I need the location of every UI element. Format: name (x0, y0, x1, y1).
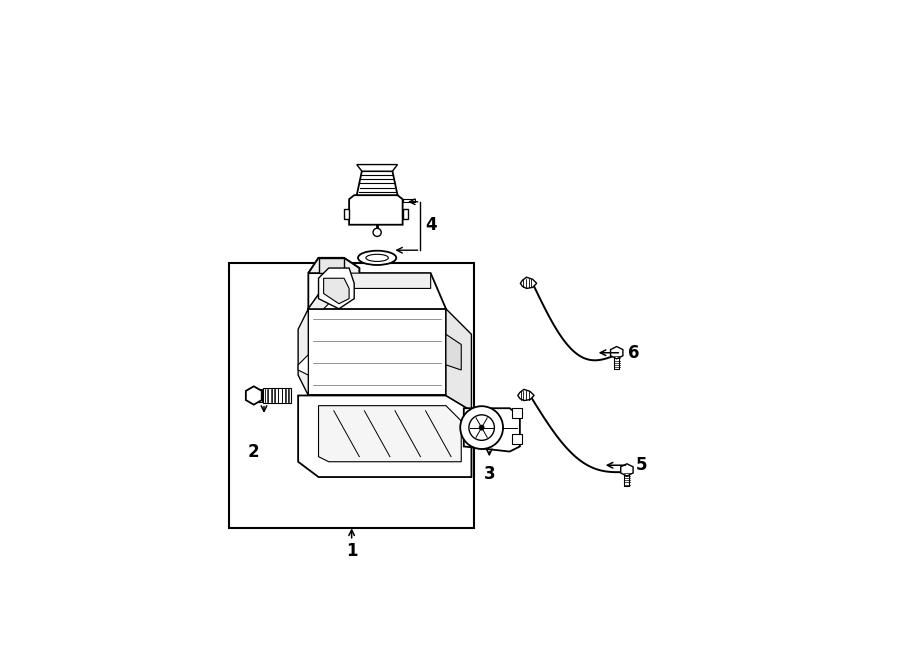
Polygon shape (518, 389, 534, 401)
Polygon shape (319, 268, 355, 308)
Polygon shape (309, 273, 431, 308)
Polygon shape (621, 464, 633, 476)
Polygon shape (298, 395, 472, 477)
Text: 3: 3 (483, 465, 495, 483)
Text: 5: 5 (635, 456, 647, 474)
Circle shape (469, 415, 494, 440)
Polygon shape (309, 258, 359, 283)
Circle shape (479, 425, 484, 430)
Bar (230, 263, 474, 528)
Polygon shape (319, 406, 461, 462)
Polygon shape (520, 277, 536, 289)
Polygon shape (512, 408, 522, 418)
Polygon shape (319, 258, 344, 273)
Bar (614, 355, 619, 369)
Bar (263, 389, 291, 402)
Polygon shape (254, 389, 262, 402)
Polygon shape (309, 308, 446, 395)
Text: 6: 6 (628, 344, 640, 361)
Polygon shape (446, 308, 472, 410)
Ellipse shape (366, 254, 389, 261)
Text: 4: 4 (425, 216, 436, 234)
Ellipse shape (358, 251, 396, 265)
Polygon shape (464, 408, 520, 451)
Polygon shape (446, 334, 461, 370)
Polygon shape (344, 209, 349, 218)
Text: 1: 1 (346, 542, 357, 560)
Polygon shape (356, 171, 398, 195)
Circle shape (460, 406, 503, 449)
Polygon shape (298, 308, 309, 395)
Polygon shape (356, 165, 398, 171)
Polygon shape (610, 346, 623, 359)
Polygon shape (512, 434, 522, 444)
Polygon shape (324, 278, 349, 304)
Circle shape (374, 228, 382, 236)
Polygon shape (309, 273, 446, 395)
Polygon shape (349, 195, 402, 224)
Text: 2: 2 (248, 443, 259, 461)
Polygon shape (309, 258, 359, 308)
Polygon shape (298, 355, 309, 375)
Polygon shape (402, 199, 416, 202)
Polygon shape (246, 387, 262, 404)
Polygon shape (402, 209, 408, 218)
Bar (625, 472, 629, 486)
